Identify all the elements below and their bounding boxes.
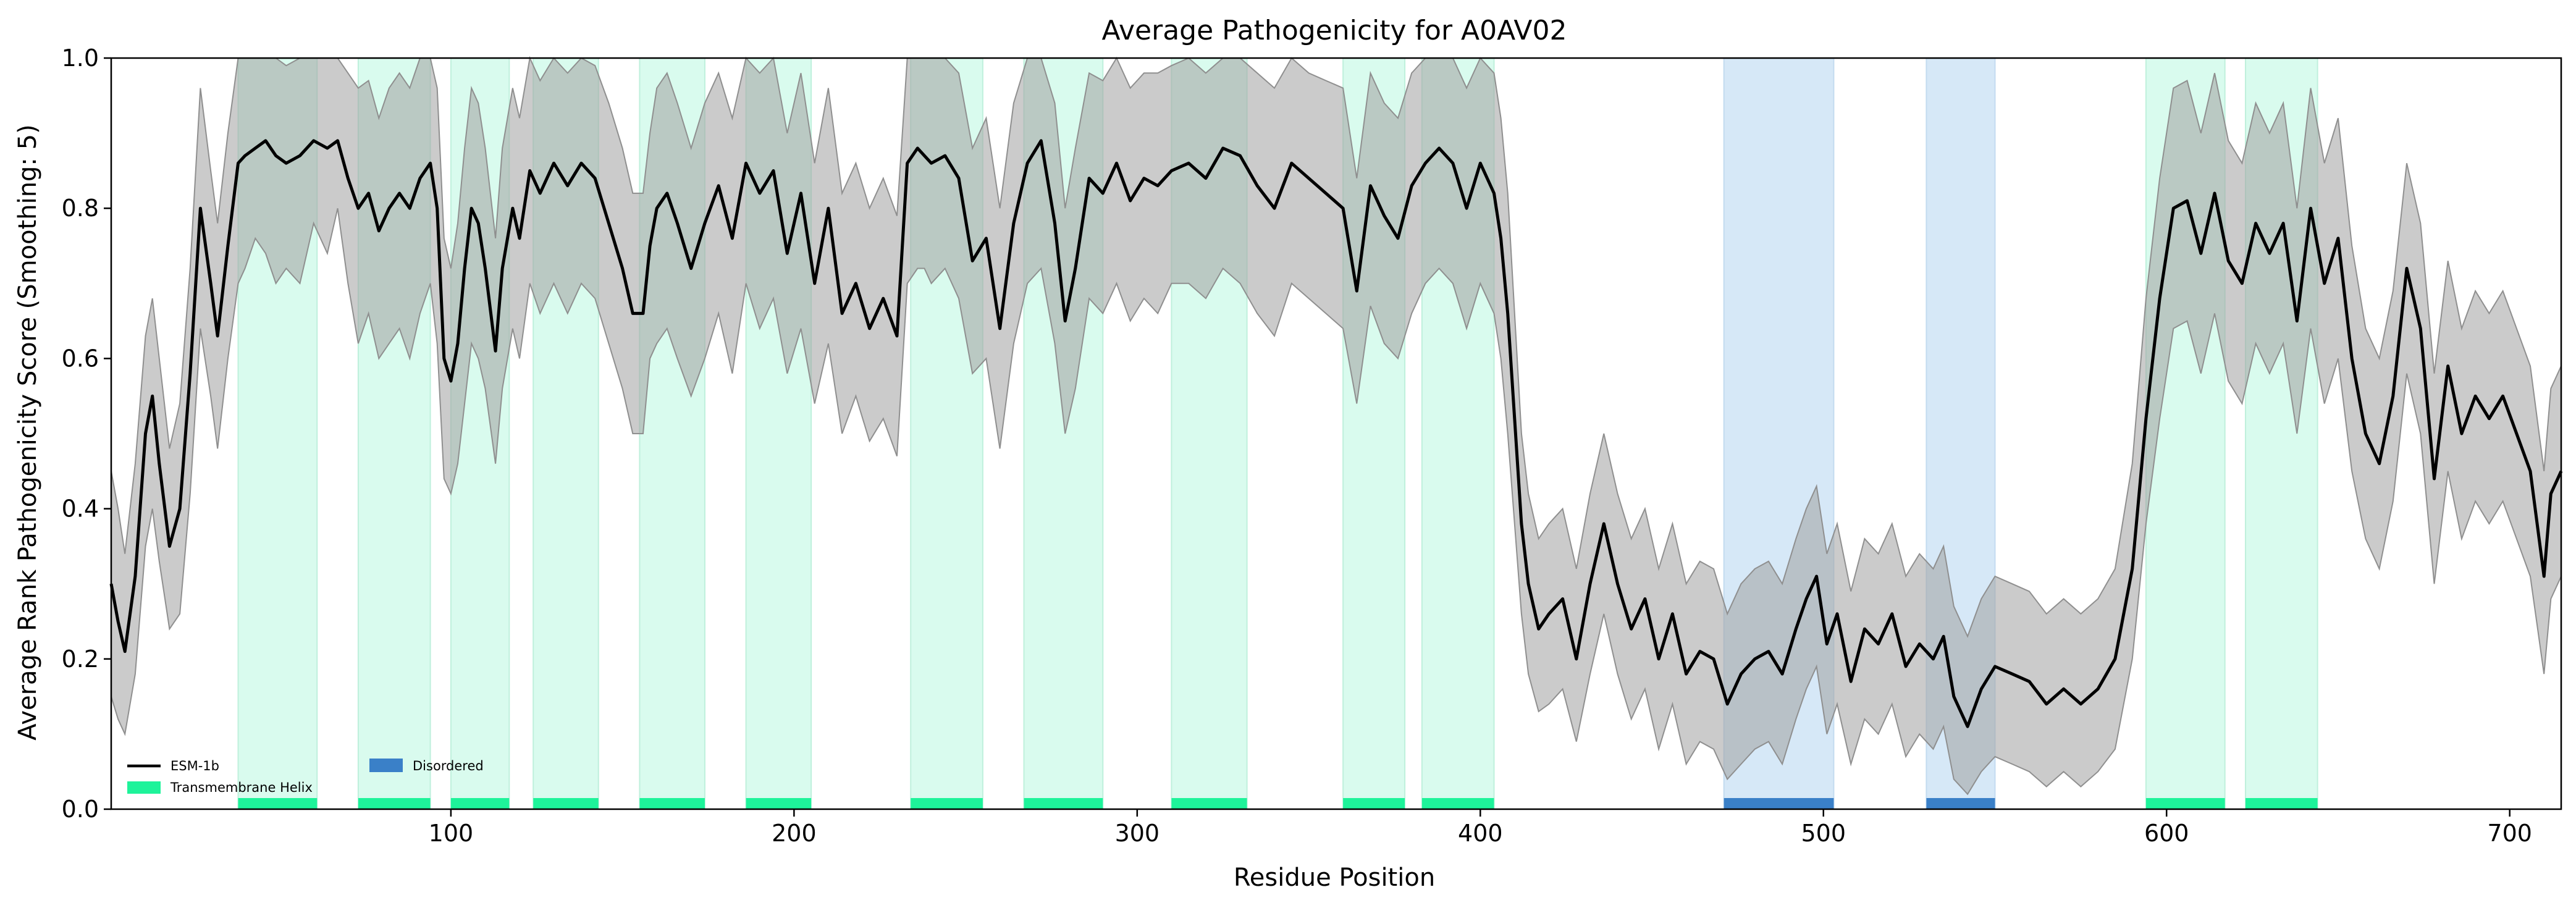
y-tick-label-2: 0.4 <box>62 495 99 523</box>
x-tick-label-600: 600 <box>2144 820 2189 847</box>
legend-label-esm: ESM-1b <box>170 759 219 773</box>
legend-swatch-transmembrane <box>127 781 161 794</box>
region-bars <box>238 798 2318 809</box>
legend: ESM-1b Transmembrane Helix Disordered <box>127 759 484 795</box>
y-tick-label-0: 0.0 <box>62 796 99 823</box>
transmembrane-bar-4 <box>639 798 705 809</box>
x-tick-label-400: 400 <box>1458 820 1503 847</box>
legend-label-disordered: Disordered <box>413 759 484 773</box>
x-tick-label-200: 200 <box>772 820 817 847</box>
esm-line <box>109 139 2563 728</box>
disordered-bar-1 <box>1926 798 1995 809</box>
y-tick-label-1: 0.2 <box>62 645 99 673</box>
transmembrane-bar-5 <box>746 798 812 809</box>
y-tick-label-5: 1.0 <box>62 44 99 72</box>
y-tick-label-4: 0.8 <box>62 195 99 222</box>
x-tick-label-700: 700 <box>2487 820 2532 847</box>
x-axis-label: Residue Position <box>1234 864 1435 892</box>
x-tick-label-500: 500 <box>1801 820 1846 847</box>
x-axis: 100 200 300 400 500 600 700 <box>429 809 2532 847</box>
chart-title: Average Pathogenicity for A0AV02 <box>1101 15 1567 46</box>
transmembrane-bar-7 <box>1024 798 1103 809</box>
transmembrane-bar-10 <box>1421 798 1494 809</box>
x-tick-label-100: 100 <box>429 820 474 847</box>
x-tick-label-300: 300 <box>1115 820 1160 847</box>
line-layer <box>109 139 2563 728</box>
transmembrane-bar-6 <box>911 798 983 809</box>
disordered-bar-0 <box>1724 798 1834 809</box>
transmembrane-bar-1 <box>358 798 431 809</box>
transmembrane-bar-9 <box>1343 798 1405 809</box>
transmembrane-bar-2 <box>450 798 510 809</box>
y-tick-label-3: 0.6 <box>62 345 99 372</box>
transmembrane-bar-12 <box>2245 798 2318 809</box>
plot-frame <box>110 57 2562 810</box>
transmembrane-bar-3 <box>533 798 599 809</box>
transmembrane-bar-8 <box>1171 798 1247 809</box>
legend-swatch-disordered <box>369 759 403 772</box>
legend-label-transmembrane: Transmembrane Helix <box>170 780 313 795</box>
y-axis: 0.0 0.2 0.4 0.6 0.8 1.0 <box>62 44 111 823</box>
transmembrane-bar-11 <box>2145 798 2225 809</box>
y-axis-label: Average Rank Pathogenicity Score (Smooth… <box>14 124 42 740</box>
transmembrane-bar-0 <box>238 798 318 809</box>
